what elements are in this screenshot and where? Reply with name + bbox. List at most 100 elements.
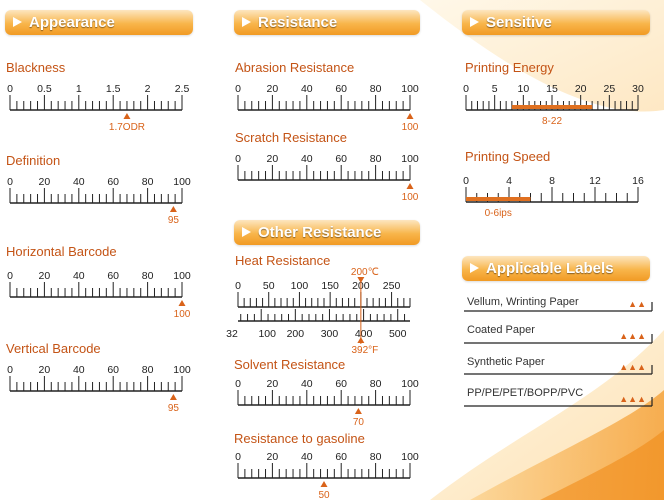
range-bar (511, 105, 593, 109)
label-blackness: Blackness (6, 60, 66, 75)
value-fahrenheit: 392°F (351, 345, 378, 356)
fahrenheit-tick-label: 300 (321, 328, 339, 340)
range-value: 8-22 (542, 116, 562, 127)
value-text: 100 (402, 122, 419, 133)
tick-label: 40 (301, 451, 313, 463)
tick-label: 60 (107, 364, 119, 376)
value-marker-icon (169, 394, 177, 400)
value-marker-icon (357, 337, 365, 343)
value-text: 100 (174, 309, 191, 320)
list-item-label: Coated Paper (467, 324, 535, 336)
section-title: Other Resistance (258, 224, 382, 241)
value-text: 50 (318, 490, 330, 500)
tick-label: 60 (335, 83, 347, 95)
tick-label: 60 (335, 378, 347, 390)
tick-label: 40 (301, 378, 313, 390)
range-bar (466, 197, 531, 201)
tick-label: 16 (632, 175, 644, 187)
label-printing-energy: Printing Energy (465, 60, 554, 75)
value-text: 100 (402, 192, 419, 203)
list-item-label: Vellum, Wrinting Paper (467, 296, 579, 308)
value-text: 95 (168, 403, 180, 414)
tick-label: 100 (173, 270, 191, 282)
tick-label: 60 (335, 451, 347, 463)
rating-icon: ▲▲▲ (619, 331, 646, 341)
tick-label: 100 (401, 451, 419, 463)
tick-label: 80 (370, 378, 382, 390)
tick-label: 60 (107, 176, 119, 188)
tick-label: 80 (370, 153, 382, 165)
tick-label: 0 (235, 83, 241, 95)
tick-label: 15 (546, 83, 558, 95)
label-vertical-barcode: Vertical Barcode (6, 341, 101, 356)
tick-label: 0 (7, 83, 13, 95)
section-title: Resistance (258, 14, 338, 31)
value-marker-icon (406, 183, 414, 189)
tick-label: 0 (235, 378, 241, 390)
label-heat-resistance: Heat Resistance (235, 253, 331, 268)
play-icon (242, 17, 251, 27)
tick-label: 30 (632, 83, 644, 95)
tick-label: 0 (7, 364, 13, 376)
fahrenheit-tick-label: 32 (226, 328, 238, 340)
tick-label: 20 (267, 153, 279, 165)
tick-label: 60 (335, 153, 347, 165)
tick-label: 20 (39, 270, 51, 282)
tick-label: 80 (142, 270, 154, 282)
tick-label: 40 (73, 176, 85, 188)
tick-label: 20 (267, 83, 279, 95)
play-icon (13, 17, 22, 27)
rating-icon: ▲▲▲ (619, 362, 646, 372)
value-celsius: 200℃ (351, 267, 379, 278)
tick-label: 40 (301, 83, 313, 95)
value-marker-icon (354, 408, 362, 414)
tick-label: 50 (263, 280, 275, 292)
tick-label: 0.5 (37, 83, 52, 95)
tick-label: 100 (401, 378, 419, 390)
value-marker-icon (169, 206, 177, 212)
tick-label: 2 (145, 83, 151, 95)
tick-label: 100 (401, 153, 419, 165)
tick-label: 1 (76, 83, 82, 95)
tick-label: 10 (517, 83, 529, 95)
tick-label: 40 (301, 153, 313, 165)
list-item-label: Synthetic Paper (467, 356, 545, 368)
label-resistance-to-gasoline: Resistance to gasoline (234, 431, 365, 446)
section-title: Sensitive (486, 14, 552, 31)
tick-label: 20 (267, 378, 279, 390)
tick-label: 0 (463, 175, 469, 187)
play-icon (470, 263, 479, 273)
rating-icon: ▲▲▲ (619, 394, 646, 404)
tick-label: 250 (383, 280, 401, 292)
value-marker-icon (406, 113, 414, 119)
label-definition: Definition (6, 153, 61, 168)
tick-label: 20 (575, 83, 587, 95)
section-title: Appearance (29, 14, 115, 31)
tick-label: 20 (39, 176, 51, 188)
tick-label: 5 (492, 83, 498, 95)
label-printing-speed: Printing Speed (465, 149, 551, 164)
tick-label: 0 (235, 451, 241, 463)
tick-label: 1.5 (106, 83, 121, 95)
value-marker-icon (123, 113, 131, 119)
tick-label: 0 (463, 83, 469, 95)
section-title: Applicable Labels (486, 260, 614, 277)
tick-label: 20 (267, 451, 279, 463)
tick-label: 80 (142, 364, 154, 376)
tick-label: 4 (506, 175, 512, 187)
tick-label: 100 (173, 364, 191, 376)
section-header-appearance: Appearance (5, 10, 193, 35)
tick-label: 60 (107, 270, 119, 282)
value-text: 1.7ODR (109, 122, 145, 133)
tick-label: 0 (7, 176, 13, 188)
label-solvent-resistance: Solvent Resistance (234, 357, 346, 372)
section-header-other-resistance: Other Resistance (234, 220, 420, 245)
tick-label: 100 (291, 280, 309, 292)
tick-label: 20 (39, 364, 51, 376)
fahrenheit-tick-label: 100 (258, 328, 276, 340)
fahrenheit-tick-label: 500 (389, 328, 407, 340)
tick-label: 0 (7, 270, 13, 282)
tick-label: 8 (549, 175, 555, 187)
tick-label: 0 (235, 280, 241, 292)
